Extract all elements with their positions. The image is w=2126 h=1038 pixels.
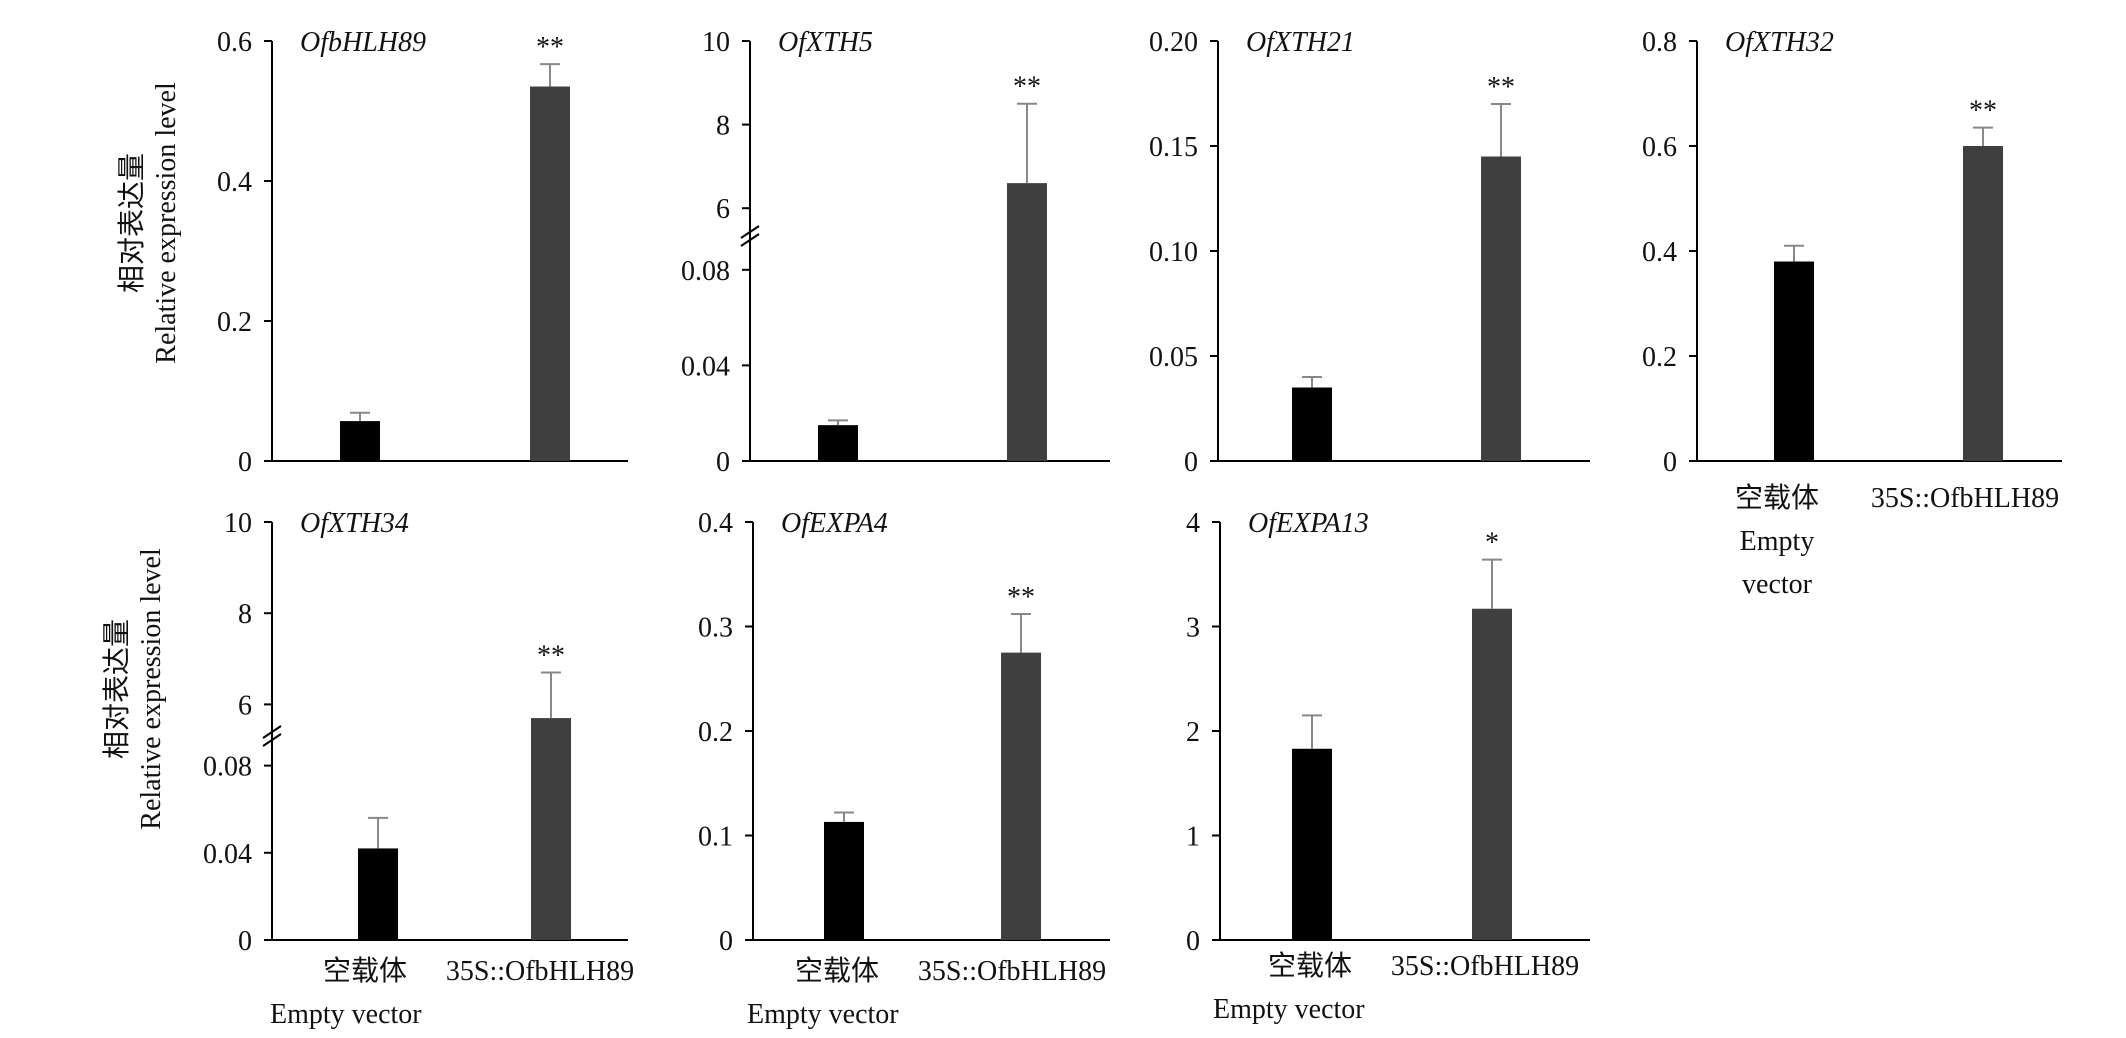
chart-panel-OfEXPA13: 0 1 2 3 4 OfEXPA13 * bbox=[1186, 508, 1590, 957]
chart-title: OfEXPA13 bbox=[1248, 508, 1369, 539]
y-tick-label: 4 bbox=[1186, 508, 1200, 539]
x-label-overexpression: 35S::OfbHLH89 bbox=[1870, 483, 2060, 514]
y-tick-label: 8 bbox=[238, 599, 252, 630]
y-tick-label: 0.3 bbox=[698, 613, 733, 644]
y-tick-label: 6 bbox=[238, 690, 252, 721]
significance-marker: * bbox=[1485, 528, 1499, 559]
bar bbox=[1292, 748, 1332, 940]
y-tick-label: 0.6 bbox=[1642, 132, 1677, 163]
axis-break-mark bbox=[740, 233, 760, 247]
chart-panel-OfbHLH89: 0 0.2 0.4 0.6 OfbHLH89 ** bbox=[217, 27, 628, 478]
x-label-empty-vector-cn: 空载体 bbox=[1267, 951, 1352, 982]
significance-marker: ** bbox=[536, 32, 564, 63]
y-axis-title-top: 相对表达量 Relative expression level bbox=[116, 53, 184, 393]
y-tick-label: 0 bbox=[1663, 447, 1677, 478]
y-tick-label: 0.04 bbox=[203, 839, 252, 870]
y-tick-label: 0 bbox=[238, 447, 252, 478]
x-label-empty-vector-en-line2: vector bbox=[1742, 569, 1812, 600]
chart-panel-OfXTH34: 0 0.04 0.08 6 8 10 OfXTH34 ** bbox=[203, 508, 628, 957]
y-tick-label: 0.2 bbox=[217, 307, 252, 338]
axis-break-mark bbox=[262, 725, 282, 739]
y-tick-label: 6 bbox=[716, 194, 730, 225]
significance-marker: ** bbox=[1969, 96, 1997, 127]
y-axis-title-en: Relative expression level bbox=[136, 548, 167, 830]
chart-title: OfXTH21 bbox=[1246, 27, 1355, 58]
bar bbox=[1774, 261, 1814, 461]
y-tick-label: 2 bbox=[1186, 717, 1200, 748]
chart-title: OfXTH5 bbox=[778, 27, 873, 58]
y-axis-title-cn: 相对表达量 bbox=[117, 153, 148, 294]
y-tick-label: 0.10 bbox=[1149, 237, 1198, 268]
x-label-empty-vector-cn: 空载体 bbox=[1734, 483, 1819, 514]
y-tick-label: 0 bbox=[238, 926, 252, 957]
y-tick-label: 0.6 bbox=[217, 27, 252, 58]
bar bbox=[1481, 156, 1521, 461]
y-tick-label: 0.4 bbox=[1642, 237, 1677, 268]
x-label-overexpression: 35S::OfbHLH89 bbox=[1390, 951, 1580, 982]
chart-panel-OfXTH5: 0 0.04 0.08 6 8 10 OfXTH5 ** bbox=[681, 27, 1110, 478]
y-tick-label: 1 bbox=[1186, 822, 1200, 853]
bar bbox=[1963, 146, 2003, 461]
y-tick-label: 8 bbox=[716, 111, 730, 142]
y-tick-label: 0.15 bbox=[1149, 132, 1198, 163]
bar bbox=[1007, 183, 1047, 232]
significance-marker: ** bbox=[1007, 582, 1035, 613]
axis-break-mark bbox=[262, 733, 282, 747]
x-label-empty-vector-cn: 空载体 bbox=[322, 956, 407, 987]
bar bbox=[1001, 652, 1041, 940]
y-axis-title-en: Relative expression level bbox=[151, 82, 182, 364]
y-tick-label: 10 bbox=[702, 27, 730, 58]
x-label-empty-vector-cn: 空载体 bbox=[794, 956, 879, 987]
x-label-empty-vector-en: Empty vector bbox=[747, 999, 899, 1030]
significance-marker: ** bbox=[1487, 72, 1515, 103]
chart-title: OfEXPA4 bbox=[781, 508, 888, 539]
y-tick-label: 0.20 bbox=[1149, 27, 1198, 58]
y-tick-label: 0.08 bbox=[681, 256, 730, 287]
y-tick-label: 0.04 bbox=[681, 351, 730, 382]
x-label-empty-vector-en: Empty vector bbox=[270, 999, 422, 1030]
x-label-empty-vector-en: Empty vector bbox=[1213, 994, 1365, 1025]
chart-title: OfXTH32 bbox=[1725, 27, 1834, 58]
chart-panel-OfXTH21: 0 0.05 0.10 0.15 0.20 OfXTH21 ** bbox=[1149, 27, 1590, 478]
bar bbox=[530, 86, 570, 461]
y-tick-label: 3 bbox=[1186, 613, 1200, 644]
x-label-overexpression: 35S::OfbHLH89 bbox=[917, 956, 1107, 987]
y-axis-title-cn: 相对表达量 bbox=[102, 619, 133, 760]
axis-break-mark bbox=[740, 225, 760, 239]
y-tick-label: 0.2 bbox=[1642, 342, 1677, 373]
y-tick-label: 0 bbox=[1186, 926, 1200, 957]
y-axis-title-bottom: 相对表达量 Relative expression level bbox=[101, 519, 169, 859]
bar bbox=[818, 425, 858, 461]
significance-marker: ** bbox=[537, 640, 565, 671]
bar bbox=[1007, 222, 1047, 461]
y-tick-label: 0 bbox=[716, 447, 730, 478]
y-tick-label: 0 bbox=[1184, 447, 1198, 478]
bar bbox=[340, 421, 380, 461]
significance-marker: ** bbox=[1013, 72, 1041, 103]
bar bbox=[1292, 387, 1332, 461]
y-tick-label: 0.8 bbox=[1642, 27, 1677, 58]
y-tick-label: 0.1 bbox=[698, 822, 733, 853]
bar bbox=[358, 848, 398, 940]
x-label-empty-vector-en-line1: Empty bbox=[1739, 526, 1815, 557]
chart-title: OfXTH34 bbox=[300, 508, 409, 539]
y-tick-label: 0 bbox=[719, 926, 733, 957]
chart-panel-OfEXPA4: 0 0.1 0.2 0.3 0.4 OfEXPA4 ** bbox=[698, 508, 1110, 957]
chart-panel-OfXTH32: 0 0.2 0.4 0.6 0.8 OfXTH32 ** bbox=[1642, 27, 2062, 478]
chart-title: OfbHLH89 bbox=[300, 27, 426, 58]
y-tick-label: 0.2 bbox=[698, 717, 733, 748]
y-tick-label: 0.08 bbox=[203, 752, 252, 783]
x-label-overexpression: 35S::OfbHLH89 bbox=[445, 956, 635, 987]
bar bbox=[531, 718, 571, 732]
bar bbox=[531, 722, 571, 940]
y-tick-label: 0.4 bbox=[698, 508, 733, 539]
y-tick-label: 10 bbox=[224, 508, 252, 539]
y-tick-label: 0.05 bbox=[1149, 342, 1198, 373]
bar bbox=[824, 821, 864, 940]
bar bbox=[1472, 608, 1512, 940]
y-tick-label: 0.4 bbox=[217, 167, 252, 198]
